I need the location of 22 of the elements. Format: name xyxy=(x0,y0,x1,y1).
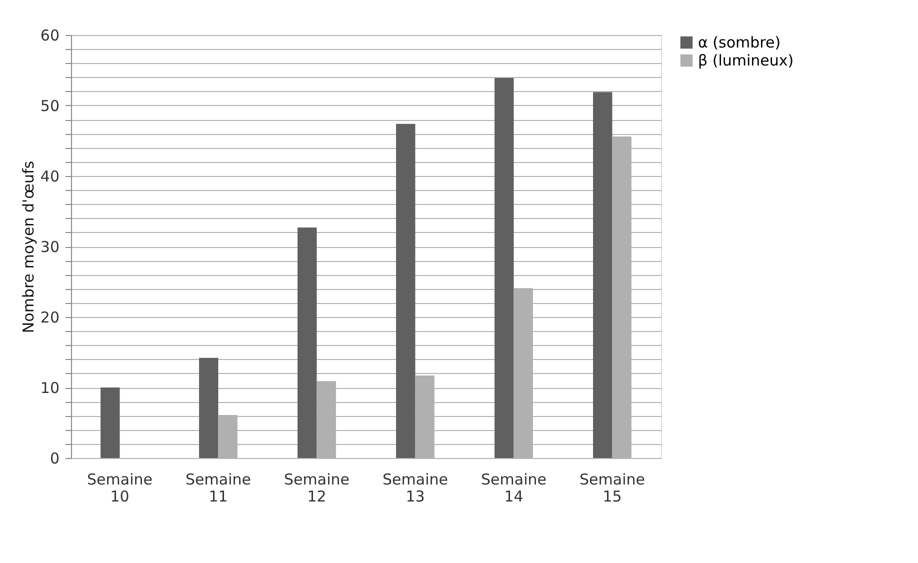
bar xyxy=(100,388,120,458)
y-tick-label: 0 xyxy=(50,450,60,468)
x-tick-label: Semaine 14 xyxy=(481,470,546,506)
legend-label: β (lumineux) xyxy=(698,52,794,70)
y-axis-title: Nombre moyen d'œufs xyxy=(19,160,38,334)
x-tick-label: Semaine 13 xyxy=(382,470,448,506)
y-tick-label: 20 xyxy=(40,308,60,326)
legend-label: α (sombre) xyxy=(698,34,781,52)
bar xyxy=(494,78,514,458)
x-tick-label: Semaine 11 xyxy=(186,470,251,506)
x-tick-label: Semaine 10 xyxy=(87,470,152,506)
y-tick-label: 10 xyxy=(40,379,60,397)
y-tick-label: 50 xyxy=(40,97,60,115)
bar xyxy=(396,124,416,458)
bar xyxy=(298,227,317,458)
y-tick-label: 30 xyxy=(40,238,60,256)
bar xyxy=(593,92,612,458)
y-tick-label: 60 xyxy=(40,26,60,44)
y-tick-label: 40 xyxy=(40,168,60,186)
x-tick-label: Semaine 15 xyxy=(580,470,645,506)
bar xyxy=(199,358,218,458)
x-tick-label: Semaine 12 xyxy=(284,470,350,506)
